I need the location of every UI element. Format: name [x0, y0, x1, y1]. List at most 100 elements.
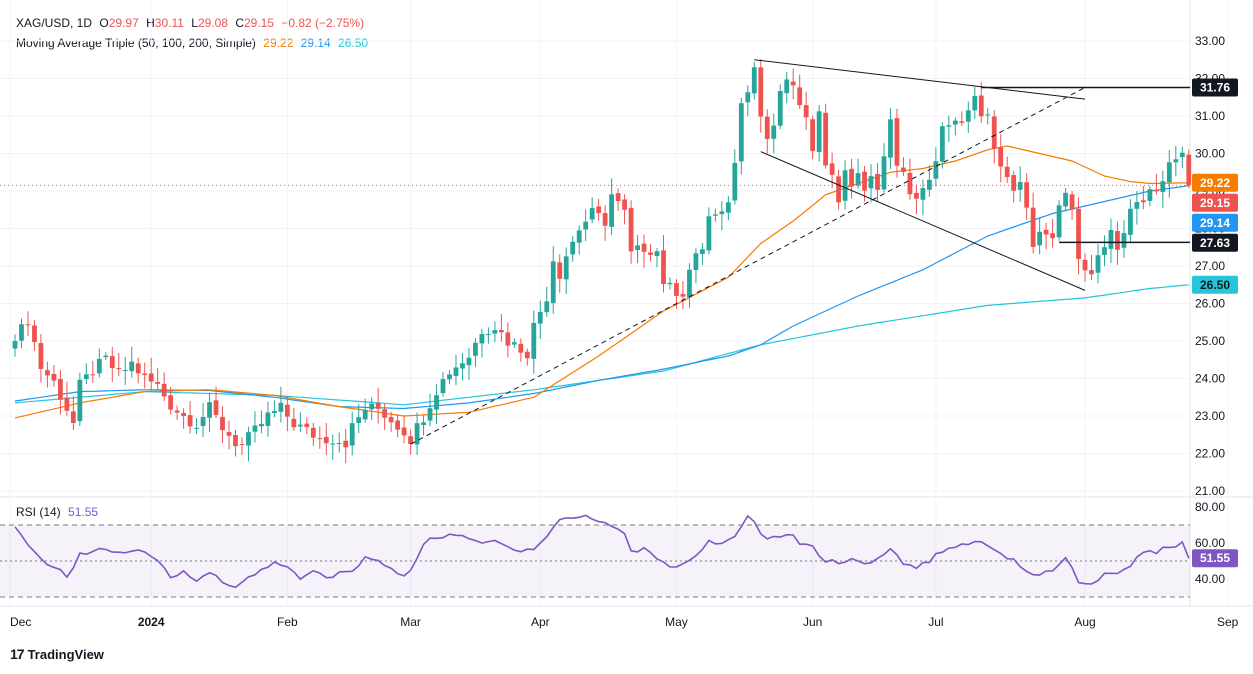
trendline-upper-resistance — [754, 59, 1086, 100]
candle-body — [1082, 259, 1088, 271]
candle-body — [531, 322, 537, 359]
candle-body — [1056, 205, 1062, 238]
candle-body — [498, 330, 504, 333]
candle-body — [596, 206, 602, 214]
price-tick-label: 24.00 — [1195, 372, 1225, 386]
candle-body — [252, 425, 258, 432]
candle-body — [615, 193, 621, 202]
price-label-badge — [1192, 233, 1238, 252]
candle-body — [797, 87, 803, 106]
candle-body — [284, 404, 290, 417]
ma50-line — [14, 145, 1189, 419]
candle-body — [550, 261, 556, 304]
time-tick-label: May — [665, 615, 688, 629]
candle-body — [609, 194, 615, 227]
candle-body — [473, 342, 478, 356]
ma100-line — [14, 185, 1189, 410]
candle-body — [38, 343, 44, 369]
candle-body — [978, 95, 984, 117]
candle-body — [544, 301, 550, 313]
candle-body — [330, 443, 336, 445]
tradingview-logo[interactable]: 17 TradingView — [10, 646, 104, 662]
candle-body — [323, 436, 329, 444]
candle-body — [648, 252, 653, 255]
price-label-text: 26.50 — [1200, 278, 1230, 292]
candle-body — [920, 188, 926, 200]
candle-body — [868, 176, 874, 189]
rsi-tick-label: 40.00 — [1195, 572, 1225, 586]
candle-body — [725, 202, 731, 213]
candle-body — [122, 369, 128, 371]
ma100-value: 29.14 — [300, 36, 331, 50]
candle-body — [518, 343, 524, 353]
candle-body — [998, 147, 1004, 167]
candle-body — [51, 373, 57, 381]
candle-body — [641, 243, 647, 252]
price-label-text: 29.14 — [1200, 216, 1230, 230]
symbol-label[interactable]: XAG/USD, 1D — [16, 16, 93, 30]
candle-body — [369, 403, 375, 410]
candle-body — [207, 402, 212, 418]
candle-body — [680, 294, 686, 297]
ma-legend: Moving Average Triple (50, 100, 200, Sim… — [16, 36, 372, 50]
candle-body — [239, 444, 245, 446]
candle-body — [576, 230, 582, 243]
candle-body — [434, 395, 439, 410]
candle-body — [460, 363, 465, 369]
candle-body — [70, 411, 76, 423]
candle-body — [687, 269, 692, 298]
time-tick-label: Sep — [1217, 615, 1239, 629]
price-label-text: 29.15 — [1200, 196, 1230, 210]
candle-body — [1153, 189, 1159, 192]
candle-body — [440, 379, 446, 394]
price-label-badge — [1192, 193, 1238, 212]
candle-body — [1166, 162, 1172, 183]
candle-body — [674, 283, 679, 296]
candle-body — [537, 311, 543, 324]
candle-body — [1147, 189, 1153, 201]
candle-body — [745, 92, 751, 103]
candle-body — [505, 332, 511, 346]
candle-body — [1140, 200, 1146, 203]
price-tick-label: 21.00 — [1195, 484, 1225, 498]
rsi-value: 51.55 — [68, 505, 99, 519]
candle-body — [453, 367, 459, 376]
candle-body — [1089, 270, 1094, 275]
candle-body — [278, 402, 284, 412]
candle-body — [1115, 231, 1120, 250]
candle-body — [622, 199, 627, 210]
candle-body — [914, 192, 919, 199]
candle-body — [803, 105, 809, 118]
time-tick-label: Feb — [277, 615, 298, 629]
candle-body — [784, 79, 790, 94]
rsi-title[interactable]: RSI (14) — [16, 505, 61, 519]
trendline-lower-channel — [760, 151, 1086, 291]
candle-body — [706, 216, 712, 251]
candle-body — [635, 245, 640, 250]
low-value: 29.08 — [197, 16, 228, 30]
candle-body — [991, 116, 997, 149]
candle-body — [1037, 231, 1043, 246]
candle-body — [382, 409, 388, 418]
candle-body — [90, 374, 96, 376]
candle-body — [602, 213, 608, 226]
candle-body — [168, 395, 174, 410]
price-tick-label: 25.00 — [1195, 334, 1225, 348]
candle-body — [1186, 154, 1192, 186]
rsi-legend: RSI (14) 51.55 — [16, 505, 102, 519]
candle-body — [1017, 182, 1023, 190]
price-label-badge — [1192, 173, 1238, 192]
candle-body — [362, 409, 368, 420]
candle-body — [524, 351, 530, 359]
candle-body — [946, 125, 952, 127]
rsi-line — [14, 514, 1190, 589]
candle-body — [1179, 152, 1185, 158]
price-label-text: 29.22 — [1200, 176, 1230, 190]
candle-body — [401, 427, 407, 436]
candle-body — [849, 168, 854, 187]
candle-body — [19, 324, 24, 341]
ma-title[interactable]: Moving Average Triple (50, 100, 200, Sim… — [16, 36, 256, 50]
price-tick-label: 31.00 — [1195, 109, 1225, 123]
candle-body — [304, 423, 310, 428]
